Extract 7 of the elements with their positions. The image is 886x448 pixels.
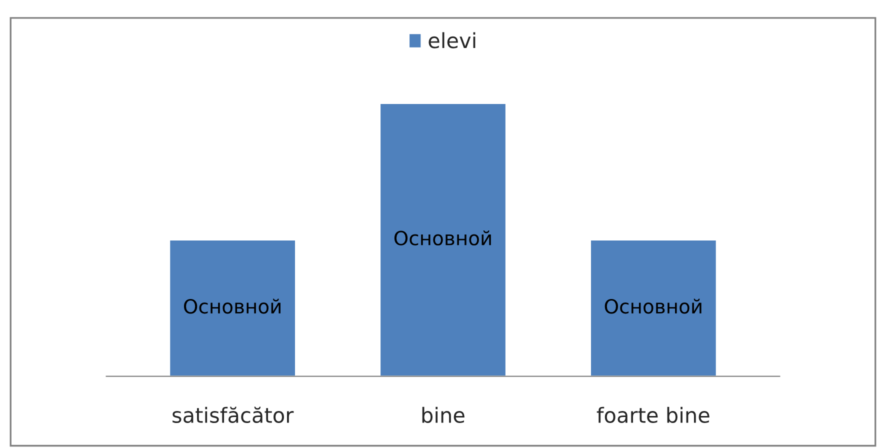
x-tick-label: satisfăcător [172, 406, 294, 423]
x-tick-label: bine [422, 406, 464, 423]
annotation: Основной [604, 298, 702, 314]
annotation: Основной [394, 230, 491, 246]
x-tick-label: foarte bine [596, 406, 710, 423]
annotation: Основной [184, 298, 280, 314]
legend-label: elevi [428, 32, 476, 48]
